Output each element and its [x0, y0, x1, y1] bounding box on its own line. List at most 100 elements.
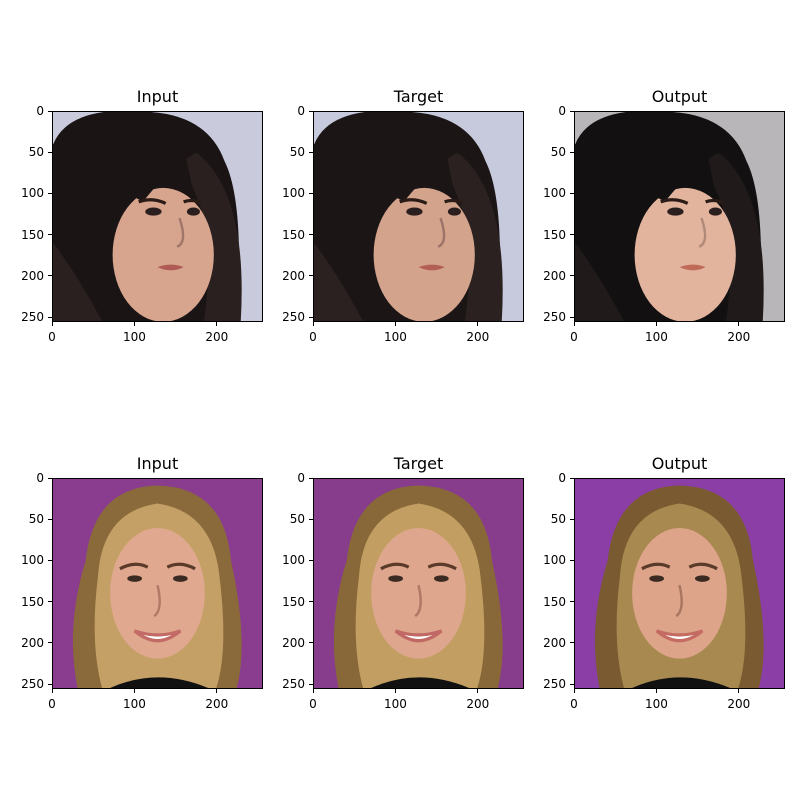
face-image [575, 479, 784, 688]
x-tick-mark [133, 689, 135, 693]
y-tick-label: 50 [289, 512, 305, 527]
x-tick-mark [312, 689, 314, 693]
face-image [314, 112, 523, 321]
y-tick-label: 50 [28, 512, 44, 527]
y-tick-mark [309, 151, 313, 153]
image-panel: Input 0 50 100 150 200 250 0 100 200 [21, 454, 263, 710]
y-tick-mark [570, 234, 574, 236]
y-tick-label: 0 [297, 104, 305, 118]
y-tick-mark [48, 601, 52, 603]
y-tick-mark [570, 601, 574, 603]
y-tick-mark [309, 601, 313, 603]
image-panel: Input 0 50 100 150 200 250 0 100 200 [21, 87, 263, 343]
x-tick-mark [216, 689, 218, 693]
y-tick-mark [48, 192, 52, 194]
y-tick-label: 50 [550, 145, 566, 160]
x-tick-mark [655, 689, 657, 693]
image-axes [313, 478, 524, 689]
y-tick-label: 250 [543, 310, 566, 325]
y-tick-label: 0 [558, 471, 566, 485]
image-axes [52, 478, 263, 689]
x-tick-mark [51, 322, 53, 326]
x-tick-mark [573, 689, 575, 693]
y-tick-label: 100 [282, 553, 305, 568]
x-tick-mark [477, 322, 479, 326]
y-tick-mark [309, 316, 313, 318]
panel-title: Input [136, 87, 179, 106]
y-tick-mark [570, 642, 574, 644]
x-tick-mark [133, 322, 135, 326]
y-tick-label: 100 [21, 186, 44, 201]
y-tick-label: 250 [282, 677, 305, 692]
y-tick-label: 150 [543, 227, 566, 242]
y-tick-label: 200 [21, 268, 44, 283]
y-tick-label: 100 [543, 186, 566, 201]
y-tick-label: 150 [282, 227, 305, 242]
x-tick-mark [394, 689, 396, 693]
y-tick-label: 200 [282, 635, 305, 650]
y-tick-mark [570, 683, 574, 685]
y-tick-mark [309, 234, 313, 236]
y-tick-label: 0 [36, 104, 44, 118]
image-axes [313, 111, 524, 322]
x-tick-label: 100 [644, 697, 668, 711]
x-tick-label: 100 [383, 697, 407, 711]
x-tick-label: 0 [570, 697, 578, 711]
y-tick-label: 200 [282, 268, 305, 283]
y-tick-mark [48, 683, 52, 685]
y-tick-label: 150 [21, 227, 44, 242]
y-tick-mark [570, 477, 574, 479]
y-tick-label: 150 [282, 594, 305, 609]
face-image [314, 479, 523, 688]
y-tick-mark [48, 151, 52, 153]
y-tick-label: 250 [543, 677, 566, 692]
y-tick-mark [48, 642, 52, 644]
x-tick-label: 100 [122, 330, 146, 344]
x-tick-mark [655, 322, 657, 326]
y-tick-mark [570, 110, 574, 112]
y-tick-label: 150 [543, 594, 566, 609]
y-tick-label: 150 [21, 594, 44, 609]
y-tick-mark [309, 518, 313, 520]
image-axes [574, 478, 785, 689]
y-tick-mark [48, 110, 52, 112]
y-tick-mark [309, 683, 313, 685]
x-tick-label: 200 [205, 330, 229, 344]
x-tick-label: 100 [122, 697, 146, 711]
x-tick-mark [477, 689, 479, 693]
x-tick-label: 200 [727, 697, 751, 711]
x-tick-label: 0 [570, 330, 578, 344]
face-image [53, 112, 262, 321]
y-tick-mark [48, 275, 52, 277]
y-tick-mark [309, 110, 313, 112]
image-axes [52, 111, 263, 322]
y-tick-mark [309, 559, 313, 561]
x-tick-mark [51, 689, 53, 693]
y-tick-mark [570, 192, 574, 194]
y-tick-mark [570, 559, 574, 561]
x-tick-mark [738, 322, 740, 326]
y-tick-mark [48, 559, 52, 561]
y-tick-mark [570, 275, 574, 277]
face-image [575, 112, 784, 321]
y-tick-label: 0 [558, 104, 566, 118]
y-tick-label: 200 [21, 635, 44, 650]
y-tick-mark [570, 316, 574, 318]
panel-title: Target [393, 454, 444, 473]
y-tick-mark [48, 477, 52, 479]
x-tick-label: 200 [205, 697, 229, 711]
y-tick-mark [309, 192, 313, 194]
y-tick-mark [48, 316, 52, 318]
y-tick-label: 250 [21, 310, 44, 325]
image-panel: Output 0 50 100 150 200 250 0 100 200 [543, 87, 785, 343]
y-tick-label: 250 [21, 677, 44, 692]
x-tick-mark [573, 322, 575, 326]
y-tick-label: 100 [543, 553, 566, 568]
y-tick-label: 100 [282, 186, 305, 201]
y-tick-mark [309, 275, 313, 277]
panel-title: Output [651, 454, 708, 473]
panel-title: Input [136, 454, 179, 473]
y-tick-label: 0 [36, 471, 44, 485]
y-tick-label: 200 [543, 268, 566, 283]
